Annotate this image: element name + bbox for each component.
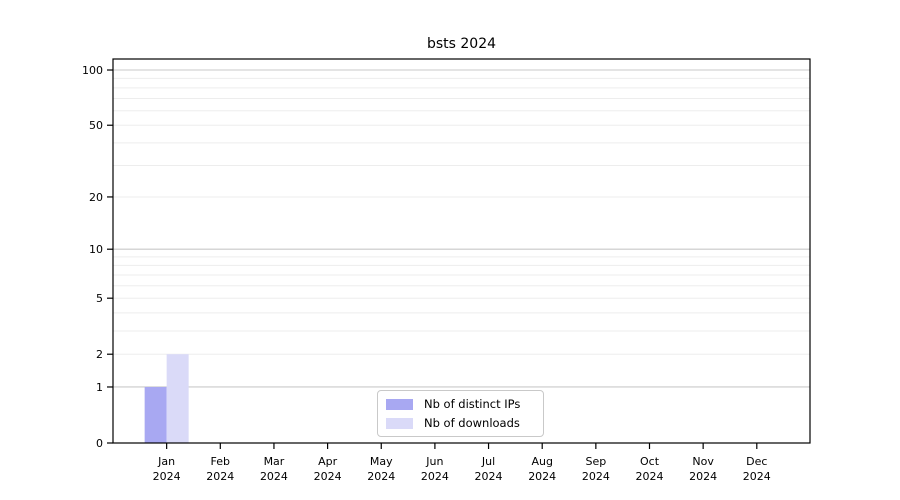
- x-tick-label-year: 2024: [260, 470, 288, 483]
- y-tick-label: 1: [96, 381, 103, 394]
- bar-nb-of-downloads: [166, 354, 189, 443]
- x-tick-label-year: 2024: [475, 470, 503, 483]
- x-tick-label-month: Aug: [531, 455, 552, 468]
- x-tick-label-year: 2024: [314, 470, 342, 483]
- x-tick-label-year: 2024: [636, 470, 664, 483]
- chart-title: bsts 2024: [426, 36, 497, 52]
- x-tick-label-month: Apr: [318, 455, 338, 468]
- bar-nb-of-distinct-ips: [144, 386, 167, 443]
- x-tick-label-month: Dec: [746, 455, 767, 468]
- x-tick-label-month: Jul: [481, 455, 495, 468]
- y-tick-label: 100: [82, 64, 103, 77]
- x-tick-label-month: Sep: [585, 455, 606, 468]
- legend-swatch-downloads: [386, 417, 413, 429]
- x-tick-label-year: 2024: [421, 470, 449, 483]
- x-tick-label-year: 2024: [206, 470, 234, 483]
- y-tick-label: 0: [96, 437, 103, 450]
- y-tick-label: 10: [89, 243, 103, 256]
- y-tick-label: 2: [96, 348, 103, 361]
- x-tick-label-year: 2024: [743, 470, 771, 483]
- x-tick-label-month: Oct: [640, 455, 660, 468]
- legend-swatch-distinct-ips: [386, 398, 413, 410]
- legend-label-distinct-ips: Nb of distinct IPs: [424, 397, 521, 411]
- x-tick-label-month: Nov: [692, 455, 714, 468]
- x-tick-label-month: Jun: [425, 455, 443, 468]
- x-tick-label-year: 2024: [528, 470, 556, 483]
- legend-item-distinct-ips: Nb of distinct IPs: [386, 397, 543, 411]
- x-tick-label-month: Jan: [157, 455, 175, 468]
- x-tick-label-month: Feb: [211, 455, 230, 468]
- legend: Nb of distinct IPs Nb of downloads: [377, 390, 544, 437]
- y-tick-label: 20: [89, 191, 103, 204]
- legend-item-downloads: Nb of downloads: [386, 416, 543, 430]
- y-tick-label: 5: [96, 292, 103, 305]
- plot-frame: [112, 58, 811, 444]
- x-tick-label-year: 2024: [582, 470, 610, 483]
- x-tick-label-year: 2024: [689, 470, 717, 483]
- x-tick-label-month: Mar: [264, 455, 285, 468]
- legend-label-downloads: Nb of downloads: [424, 416, 520, 430]
- x-tick-label-year: 2024: [367, 470, 395, 483]
- x-tick-label-month: May: [370, 455, 393, 468]
- y-tick-label: 50: [89, 119, 103, 132]
- x-tick-label-year: 2024: [153, 470, 181, 483]
